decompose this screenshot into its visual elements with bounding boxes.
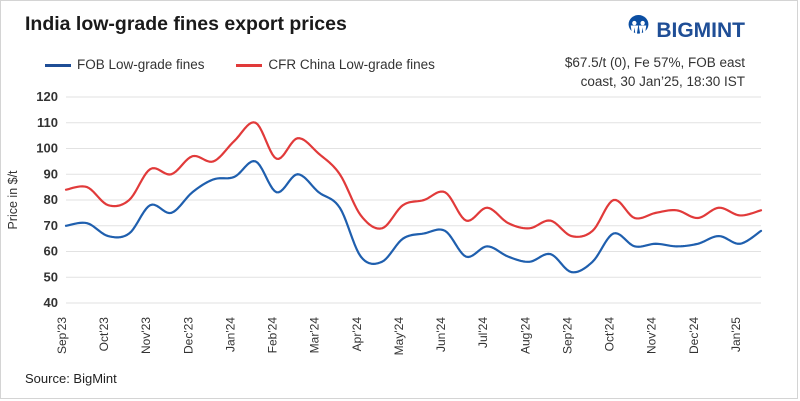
- svg-text:Oct'23: Oct'23: [97, 317, 111, 352]
- svg-text:Nov'23: Nov'23: [139, 317, 153, 354]
- svg-text:Sep'23: Sep'23: [55, 317, 69, 354]
- svg-text:Apr'24: Apr'24: [350, 317, 364, 352]
- svg-text:Feb'24: Feb'24: [266, 317, 280, 354]
- svg-text:Jan'24: Jan'24: [223, 317, 237, 352]
- svg-text:May'24: May'24: [392, 317, 406, 356]
- svg-text:Dec'24: Dec'24: [687, 317, 701, 354]
- svg-text:70: 70: [44, 218, 58, 233]
- svg-text:120: 120: [36, 89, 58, 104]
- svg-text:Jul'24: Jul'24: [476, 317, 490, 348]
- svg-text:90: 90: [44, 166, 58, 181]
- svg-text:50: 50: [44, 269, 58, 284]
- svg-text:100: 100: [36, 141, 58, 156]
- svg-text:Oct'24: Oct'24: [603, 317, 617, 352]
- svg-text:60: 60: [44, 244, 58, 259]
- svg-text:110: 110: [37, 115, 58, 130]
- svg-text:Mar'24: Mar'24: [308, 317, 322, 354]
- svg-text:80: 80: [44, 192, 58, 207]
- svg-text:40: 40: [44, 295, 58, 310]
- svg-text:Jan'25: Jan'25: [729, 317, 743, 352]
- svg-text:Dec'23: Dec'23: [181, 317, 195, 354]
- svg-text:Nov'24: Nov'24: [645, 317, 659, 354]
- svg-text:Jun'24: Jun'24: [434, 317, 448, 352]
- svg-text:Price in $/t: Price in $/t: [6, 170, 20, 230]
- svg-text:Sep'24: Sep'24: [560, 317, 574, 354]
- svg-text:Aug'24: Aug'24: [518, 317, 532, 354]
